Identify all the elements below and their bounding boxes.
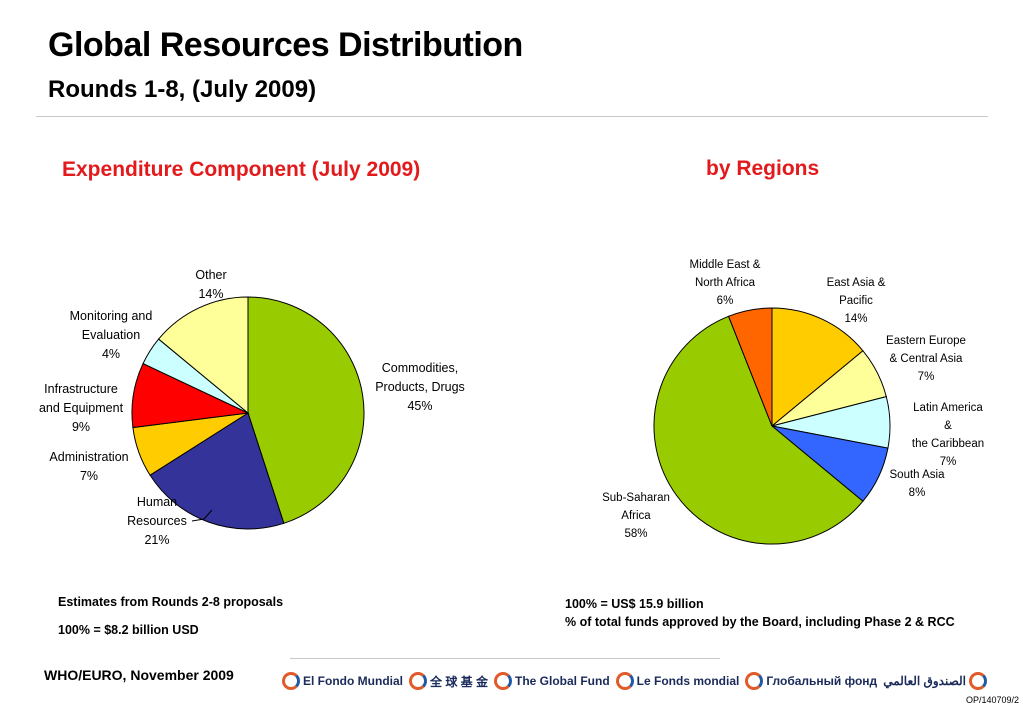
regions-note-description: % of total funds approved by the Board, … bbox=[565, 615, 955, 629]
footer-divider bbox=[290, 658, 720, 659]
pie-label-south-asia: South Asia 8% bbox=[889, 469, 945, 499]
pie-label-commodities: Commodities, Products, Drugs 45% bbox=[375, 361, 465, 413]
logo-russian: Глобальный фонд bbox=[745, 672, 877, 690]
page-subtitle: Rounds 1-8, (July 2009) bbox=[48, 76, 317, 103]
global-fund-mark-icon bbox=[408, 672, 427, 690]
global-fund-mark-icon bbox=[282, 672, 300, 690]
global-fund-mark-icon bbox=[745, 672, 764, 690]
logo-arabic: الصندوق العالمي bbox=[883, 672, 987, 690]
logo-spanish: El Fondo Mundial bbox=[282, 672, 403, 690]
expenditure-slice-5 bbox=[157, 296, 249, 415]
expenditure-note-estimates: Estimates from Rounds 2-8 proposals bbox=[58, 595, 284, 609]
pie-label-east-asia: East Asia & Pacific 14% bbox=[826, 277, 886, 325]
regions-note-total: 100% = US$ 15.9 billion bbox=[565, 597, 704, 611]
global-fund-logos: El Fondo Mundial 全 球 基 金 The Global Fund… bbox=[282, 672, 987, 690]
global-fund-mark-icon bbox=[615, 672, 634, 690]
page-title: Global Resources Distribution bbox=[48, 26, 523, 64]
pie-label-middle-east: Middle East & North Africa 6% bbox=[689, 259, 761, 307]
pie-label-eastern-europe: Eastern Europe & Central Asia 7% bbox=[886, 335, 966, 383]
logo-french: Le Fonds mondial bbox=[615, 672, 739, 690]
expenditure-slice-0 bbox=[247, 296, 365, 524]
regions-slice-4 bbox=[653, 315, 864, 545]
regions-slice-0 bbox=[771, 307, 864, 428]
pie-label-administration: Administration 7% bbox=[49, 450, 129, 483]
pie-label-human-resources: Human Resources 21% bbox=[127, 495, 187, 547]
document-reference: OP/140709/2 bbox=[965, 695, 1019, 705]
header-divider bbox=[36, 116, 988, 117]
pie-label-latin-america: Latin America & the Caribbean 7% bbox=[911, 402, 985, 468]
expenditure-chart-title: Expenditure Component (July 2009) bbox=[62, 158, 421, 181]
global-fund-mark-icon bbox=[494, 672, 512, 690]
regions-chart-title: by Regions bbox=[706, 157, 820, 180]
logo-english: The Global Fund bbox=[494, 672, 610, 690]
footer-source: WHO/EURO, November 2009 bbox=[44, 667, 234, 683]
human-resources-leader-line bbox=[191, 509, 213, 522]
pie-label-sub-saharan: Sub-Saharan Africa 58% bbox=[602, 492, 670, 540]
pie-label-infrastructure: Infrastructure and Equipment 9% bbox=[38, 382, 124, 434]
pie-label-other: Other 14% bbox=[195, 268, 227, 301]
expenditure-slice-1 bbox=[149, 412, 285, 530]
logo-chinese: 全 球 基 金 bbox=[408, 672, 488, 690]
pie-label-monitoring: Monitoring and Evaluation 4% bbox=[69, 309, 153, 361]
expenditure-note-total: 100% = $8.2 billion USD bbox=[58, 623, 199, 637]
global-fund-mark-icon bbox=[968, 672, 987, 690]
regions-slice-5 bbox=[727, 307, 773, 427]
